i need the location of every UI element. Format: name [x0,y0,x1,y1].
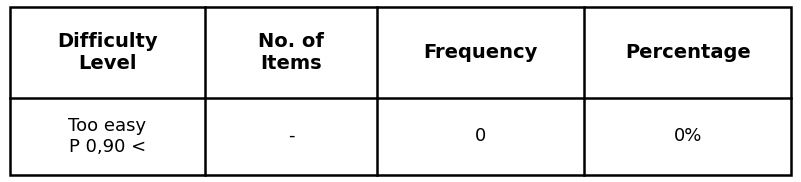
Text: Percentage: Percentage [625,43,751,62]
Text: Difficulty
Level: Difficulty Level [57,32,158,73]
Text: Too easy
P 0,90 <: Too easy P 0,90 < [68,117,147,156]
Text: -: - [288,127,294,145]
Text: 0: 0 [475,127,486,145]
Text: No. of
Items: No. of Items [258,32,324,73]
Text: Frequency: Frequency [424,43,537,62]
Text: 0%: 0% [674,127,702,145]
